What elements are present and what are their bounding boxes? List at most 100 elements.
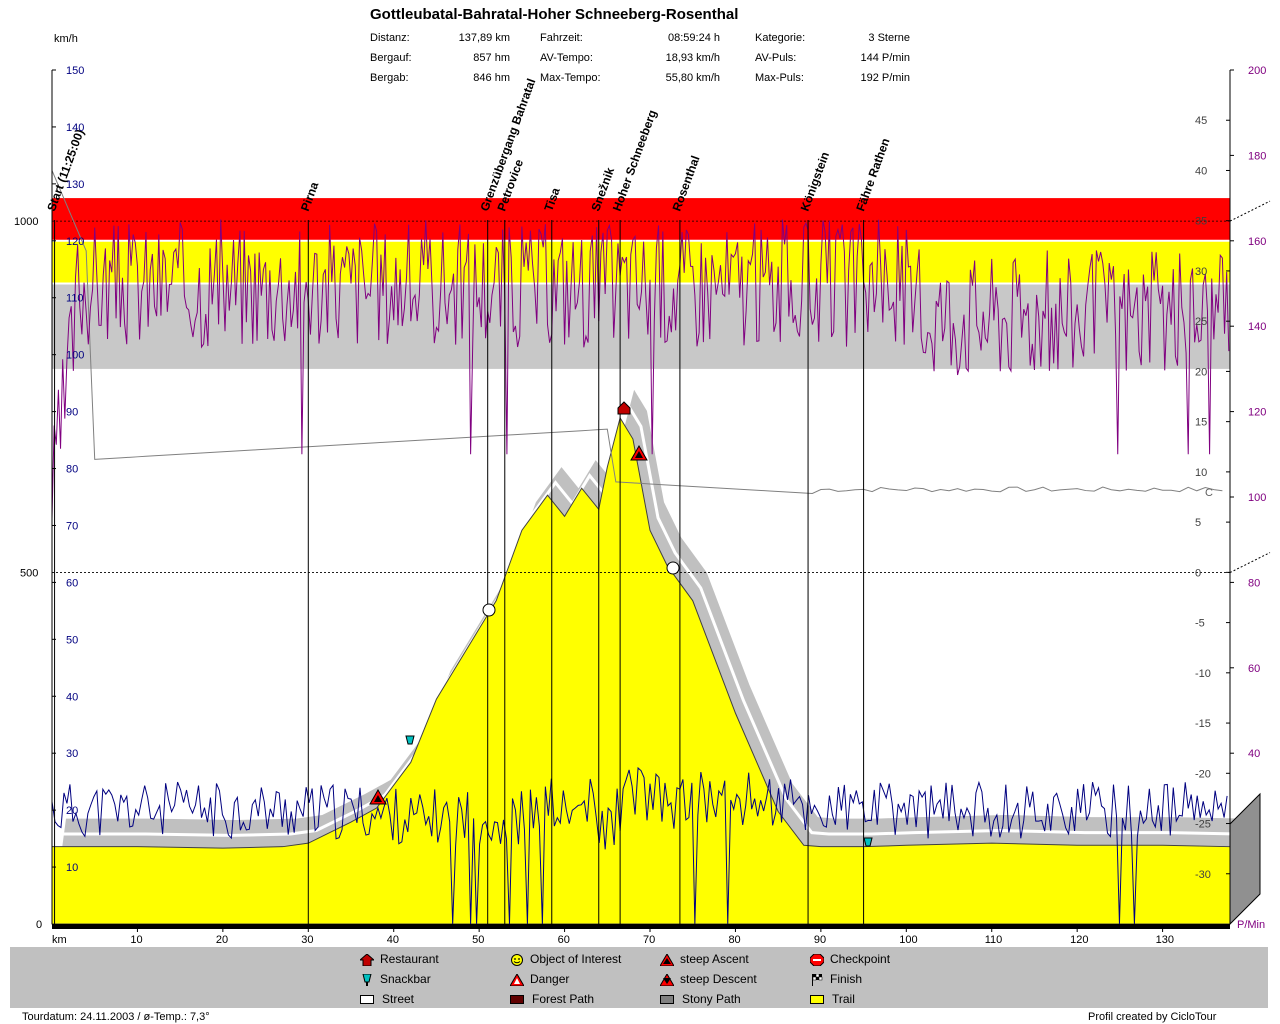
temperature-tick-label: 45 [1195, 115, 1207, 127]
stat-label: Bergab: [370, 72, 409, 84]
temperature-tick-label: 35 [1195, 216, 1207, 228]
elevation-profile-fill [51, 416, 1231, 925]
speed-tick-label: 70 [66, 520, 78, 532]
temperature-tick-label: -30 [1195, 869, 1211, 881]
temperature-tick-label: 40 [1195, 165, 1207, 177]
legend-item: Snackbar [360, 972, 431, 986]
steep-descent-icon [659, 972, 675, 987]
legend-item: steep Ascent [659, 952, 749, 967]
x-tick-label: 130 [1156, 934, 1174, 945]
street-swatch [360, 995, 374, 1005]
forest-path-swatch [510, 995, 524, 1005]
stat-label: Max-Tempo: [540, 72, 601, 84]
x-tick-label: 100 [899, 934, 917, 945]
restaurant-icon [358, 953, 376, 967]
stat-value: 55,80 km/h [665, 72, 720, 84]
stat-label: Distanz: [370, 32, 410, 44]
stat-value: 08:59:24 h [668, 32, 720, 44]
trail-swatch [810, 995, 824, 1005]
x-axis-label: km [52, 934, 67, 945]
speed-tick-label: 10 [66, 862, 78, 874]
x-tick-label: 10 [130, 934, 142, 945]
steep-ascent-marker-inner [374, 795, 382, 802]
waypoint-label: Hoher Schneeberg [610, 108, 660, 213]
elevation-tick-label: 500 [20, 568, 38, 580]
legend-label: Stony Path [682, 992, 741, 1006]
legend-label: Trail [832, 992, 855, 1006]
speed-tick-label: 150 [66, 65, 84, 77]
pulse-tick-label: 160 [1248, 236, 1266, 248]
elevation-gridline-perspective [1229, 552, 1271, 574]
pulse-tick-label: 100 [1248, 492, 1266, 504]
legend-label: steep Descent [680, 972, 757, 986]
temperature-tick-label: -10 [1195, 668, 1211, 680]
pulse-zone-band [52, 198, 1230, 241]
pulse-zone-band [52, 240, 1230, 284]
legend-item: Finish [810, 972, 862, 986]
temperature-tick-label: -25 [1195, 819, 1211, 831]
speed-series-line [51, 766, 1228, 925]
temperature-tick-label: -15 [1195, 718, 1211, 730]
tour-date: Tourdatum: 24.11.2003 / ø-Temp.: 7,3° [22, 1011, 210, 1023]
legend-item: Restaurant [358, 952, 439, 967]
checkpoint-marker [666, 561, 680, 575]
created-by: Profil created by CicloTour [1088, 1011, 1217, 1023]
speed-tick-label: 50 [66, 634, 78, 646]
profile-sidewall [1229, 792, 1261, 926]
speed-tick-label: 100 [66, 350, 84, 362]
legend-item: steep Descent [659, 972, 757, 987]
pulse-axis-label: P/Min [1237, 919, 1265, 931]
pulse-tick-label: 80 [1248, 577, 1260, 589]
elevation-gridline-perspective [1229, 200, 1271, 222]
checkpoint-marker [482, 603, 496, 617]
legend-item: Stony Path [660, 992, 741, 1006]
pulse-series-line [51, 219, 1230, 519]
speed-tick-label: 120 [66, 236, 84, 248]
legend-label: Snackbar [380, 972, 431, 986]
x-tick-label: 50 [472, 934, 484, 945]
pulse-tick-label: 140 [1248, 321, 1266, 333]
temperature-tick-label: 10 [1195, 467, 1207, 479]
stat-value: 144 P/min [860, 52, 910, 64]
finish-icon [810, 973, 824, 986]
x-tick-label: 40 [387, 934, 399, 945]
danger-icon [509, 972, 525, 987]
elevation-tick-label: 0 [36, 919, 42, 931]
legend-label: Street [382, 992, 415, 1006]
stat-value: 192 P/min [860, 72, 910, 84]
speed-tick-label: 30 [66, 748, 78, 760]
stat-label: Fahrzeit: [540, 32, 583, 44]
legend-item: Danger [509, 972, 570, 987]
elevation-tick-label: 1000 [14, 216, 38, 228]
stat-value: 3 Sterne [868, 32, 910, 44]
temperature-tick-label: 25 [1195, 316, 1207, 328]
stony-path-swatch [660, 995, 674, 1005]
legend-label: Object of Interest [530, 952, 622, 966]
stat-value: 137,89 km [458, 32, 510, 44]
stat-label: Max-Puls: [755, 72, 804, 84]
x-tick-label: 120 [1070, 934, 1088, 945]
temperature-axis-label: C [1205, 487, 1213, 499]
temperature-tick-label: -20 [1195, 768, 1211, 780]
snackbar-icon [360, 973, 374, 986]
legend-item: Checkpoint [809, 952, 891, 967]
legend-label: Danger [530, 972, 570, 986]
speed-tick-label: 130 [66, 179, 84, 191]
x-tick-label: 60 [558, 934, 570, 945]
stat-value: 857 hm [473, 52, 510, 64]
temperature-tick-label: 5 [1195, 517, 1201, 529]
snackbar-marker [863, 837, 873, 847]
pulse-tick-label: 200 [1248, 65, 1266, 77]
x-tick-label: 110 [985, 934, 1003, 945]
speed-tick-label: 140 [66, 122, 84, 134]
speed-tick-label: 90 [66, 407, 78, 419]
stat-value: 846 hm [473, 72, 510, 84]
pulse-tick-label: 40 [1248, 748, 1260, 760]
x-tick-label: 80 [728, 934, 740, 945]
legend-label: Checkpoint [830, 952, 891, 966]
temperature-tick-label: 20 [1195, 366, 1207, 378]
legend-item: Object of Interest [510, 952, 621, 966]
pulse-tick-label: 180 [1248, 150, 1266, 162]
stat-label: Kategorie: [755, 32, 806, 44]
legend: Restaurant Snackbar Street Object of Int… [10, 947, 1268, 1008]
